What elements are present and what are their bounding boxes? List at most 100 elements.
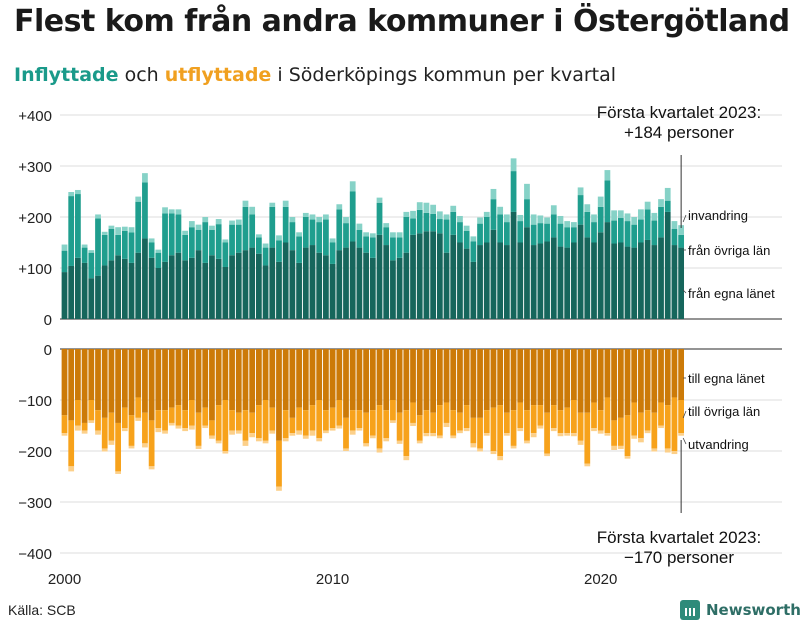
- bar-inflytt-invandring: [289, 217, 296, 223]
- bar-inflytt-fran-egna-lanet: [168, 255, 175, 319]
- label-leader-line: [682, 437, 687, 445]
- bar-inflytt-fran-ovriga-lan: [363, 236, 369, 253]
- bar-utflytt-till-egna-lanet: [410, 349, 416, 403]
- bar-inflytt-invandring: [101, 231, 108, 235]
- bar-inflytt-fran-ovriga-lan: [242, 206, 249, 251]
- bar-utflytt-till-ovriga-lan: [81, 422, 88, 431]
- bar-utflytt-utvandring: [450, 435, 457, 439]
- bar-utflytt-till-ovriga-lan: [235, 412, 242, 431]
- bar-inflytt-fran-ovriga-lan: [470, 241, 477, 262]
- bar-inflytt-invandring: [128, 227, 135, 233]
- label-till-ovriga-lan: till övriga län: [688, 404, 760, 419]
- bar-utflytt-utvandring: [135, 417, 142, 421]
- bar-inflytt-fran-ovriga-lan: [209, 229, 215, 256]
- bar-utflytt-till-ovriga-lan: [349, 410, 356, 431]
- bar-utflytt-till-ovriga-lan: [423, 410, 430, 434]
- bar-inflytt-fran-egna-lanet: [430, 231, 437, 319]
- bar-utflytt-till-ovriga-lan: [638, 412, 644, 439]
- brand-name: Newsworthy: [706, 601, 800, 619]
- bar-utflytt-utvandring: [470, 443, 477, 448]
- bar-inflytt-fran-ovriga-lan: [155, 252, 162, 268]
- bar-utflytt-till-egna-lanet: [68, 349, 75, 421]
- bar-utflytt-till-egna-lanet: [115, 349, 121, 423]
- bar-utflytt-utvandring: [101, 448, 108, 452]
- bar-utflytt-till-egna-lanet: [329, 349, 336, 408]
- bar-utflytt-utvandring: [671, 451, 678, 455]
- bar-utflytt-till-egna-lanet: [135, 349, 142, 398]
- bar-utflytt-utvandring: [88, 420, 95, 423]
- bar-inflytt-invandring: [336, 204, 343, 210]
- bar-inflytt-invandring: [81, 244, 88, 248]
- bar-utflytt-till-ovriga-lan: [524, 410, 530, 441]
- bar-inflytt-fran-egna-lanet: [617, 242, 624, 319]
- bar-utflytt-till-ovriga-lan: [195, 412, 202, 446]
- bar-inflytt-invandring: [524, 183, 530, 200]
- bar-inflytt-fran-egna-lanet: [443, 252, 450, 319]
- bar-utflytt-till-egna-lanet: [343, 349, 349, 418]
- bar-inflytt-fran-ovriga-lan: [611, 220, 617, 244]
- bar-inflytt-fran-ovriga-lan: [202, 222, 209, 263]
- bar-utflytt-till-egna-lanet: [477, 349, 483, 418]
- bar-inflytt-invandring: [591, 214, 597, 223]
- bar-utflytt-till-egna-lanet: [81, 349, 88, 423]
- bar-inflytt-fran-egna-lanet: [624, 246, 631, 319]
- bar-utflytt-till-egna-lanet: [323, 349, 329, 411]
- source-label: Källa: SCB: [8, 602, 76, 618]
- bar-utflytt-till-ovriga-lan: [631, 402, 638, 436]
- bar-inflytt-fran-ovriga-lan: [571, 227, 577, 243]
- bar-inflytt-fran-ovriga-lan: [369, 237, 376, 258]
- bar-utflytt-till-ovriga-lan: [309, 405, 316, 431]
- bar-utflytt-till-ovriga-lan: [209, 420, 215, 436]
- bar-utflytt-utvandring: [349, 430, 356, 435]
- bar-utflytt-utvandring: [550, 428, 557, 432]
- bar-utflytt-till-ovriga-lan: [396, 412, 403, 441]
- bar-inflytt-fran-egna-lanet: [611, 243, 617, 319]
- bar-inflytt-fran-egna-lanet: [202, 262, 209, 319]
- bar-inflytt-fran-egna-lanet: [571, 242, 577, 319]
- bar-utflytt-till-egna-lanet: [148, 349, 155, 421]
- bar-inflytt-fran-egna-lanet: [75, 257, 81, 319]
- label-invandring: invandring: [688, 208, 748, 223]
- bar-utflytt-till-egna-lanet: [255, 349, 262, 406]
- bar-utflytt-till-ovriga-lan: [443, 402, 450, 423]
- bar-inflytt-fran-ovriga-lan: [678, 234, 685, 248]
- bar-inflytt-fran-egna-lanet: [215, 258, 222, 319]
- bar-utflytt-till-egna-lanet: [356, 349, 363, 411]
- bar-utflytt-till-egna-lanet: [309, 349, 316, 406]
- bar-utflytt-utvandring: [410, 422, 416, 427]
- bar-inflytt-fran-egna-lanet: [121, 258, 128, 319]
- bar-inflytt-fran-egna-lanet: [95, 275, 101, 319]
- bar-inflytt-fran-ovriga-lan: [75, 194, 81, 258]
- bar-utflytt-till-egna-lanet: [262, 349, 269, 400]
- bar-utflytt-till-egna-lanet: [457, 349, 463, 413]
- bar-utflytt-till-egna-lanet: [229, 349, 235, 411]
- bar-inflytt-fran-ovriga-lan: [323, 219, 329, 256]
- bar-utflytt-utvandring: [249, 433, 256, 438]
- bar-utflytt-utvandring: [477, 448, 483, 452]
- lower-y-tick-label: −100: [18, 393, 52, 410]
- bar-utflytt-utvandring: [430, 433, 437, 437]
- bar-utflytt-till-ovriga-lan: [503, 412, 510, 434]
- bar-utflytt-utvandring: [564, 433, 571, 436]
- bar-inflytt-fran-egna-lanet: [658, 237, 664, 319]
- bar-utflytt-utvandring: [336, 425, 343, 429]
- bar-inflytt-fran-ovriga-lan: [95, 218, 101, 276]
- bar-inflytt-fran-ovriga-lan: [188, 227, 195, 258]
- bar-utflytt-utvandring: [483, 433, 490, 436]
- bar-utflytt-till-ovriga-lan: [289, 417, 296, 434]
- bar-inflytt-fran-ovriga-lan: [671, 228, 678, 246]
- bar-inflytt-invandring: [88, 250, 95, 253]
- bar-utflytt-till-ovriga-lan: [517, 402, 524, 429]
- bar-inflytt-fran-egna-lanet: [470, 261, 477, 319]
- bar-utflytt-till-egna-lanet: [443, 349, 450, 403]
- bar-inflytt-fran-egna-lanet: [537, 243, 544, 319]
- bar-inflytt-fran-ovriga-lan: [497, 214, 504, 243]
- bar-utflytt-till-egna-lanet: [376, 349, 383, 406]
- bar-utflytt-till-ovriga-lan: [651, 412, 658, 449]
- bar-utflytt-utvandring: [530, 433, 537, 438]
- bar-utflytt-utvandring: [423, 433, 430, 437]
- bar-utflytt-till-egna-lanet: [182, 349, 189, 411]
- bar-utflytt-till-ovriga-lan: [75, 400, 81, 426]
- bar-utflytt-till-egna-lanet: [571, 349, 577, 400]
